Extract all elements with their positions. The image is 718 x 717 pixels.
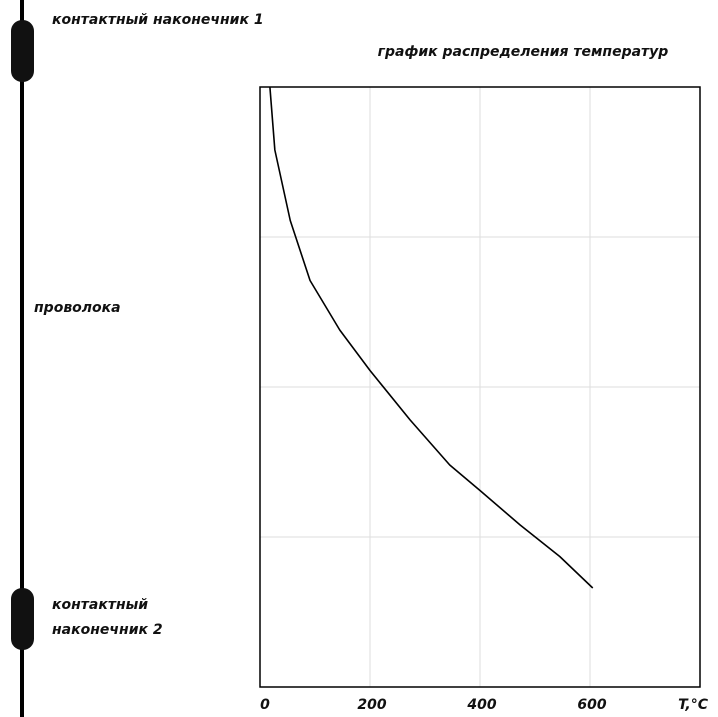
contact-tip [11, 588, 34, 650]
x-tick-label: 0 [260, 697, 270, 713]
x-tick-label: 200 [357, 697, 386, 713]
chart: контактный наконечник 1 проволока контак… [0, 0, 718, 717]
x-tick-label: 400 [466, 697, 496, 713]
annotation: контактный [52, 597, 148, 613]
annotation: проволока [34, 300, 121, 316]
contact-tip [11, 20, 34, 82]
x-axis-label: T,°C [678, 697, 709, 713]
annotation: контактный наконечник 1 [52, 12, 264, 28]
x-tick-label: 600 [577, 697, 606, 713]
chart-title: график распределения температур [378, 44, 669, 60]
annotation: наконечник 2 [52, 622, 163, 638]
line [270, 87, 593, 588]
